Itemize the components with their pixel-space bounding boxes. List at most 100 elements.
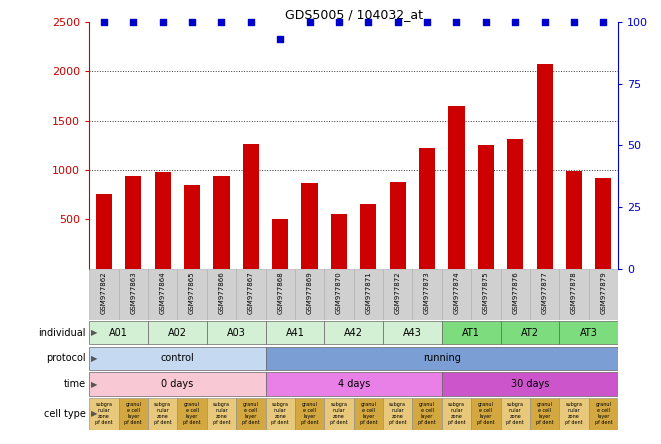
Bar	[207, 321, 266, 344]
Text: running: running	[423, 353, 461, 363]
Bar	[500, 321, 559, 344]
Bar	[360, 203, 376, 269]
Bar	[325, 398, 354, 430]
Bar	[566, 171, 582, 269]
Text: subgra
nular
zone
pf dent: subgra nular zone pf dent	[213, 402, 230, 425]
Text: GSM977870: GSM977870	[336, 271, 342, 314]
Text: granul
e cell
layer
pf dent: granul e cell layer pf dent	[594, 402, 612, 425]
Point	[510, 19, 520, 26]
Bar	[236, 398, 266, 430]
Point	[304, 19, 315, 26]
Point	[187, 19, 198, 26]
Text: A02: A02	[168, 328, 187, 337]
Text: subgra
nular
zone
pf dent: subgra nular zone pf dent	[330, 402, 348, 425]
Bar	[354, 398, 383, 430]
Bar	[448, 106, 465, 269]
Text: A01: A01	[109, 328, 128, 337]
Bar	[155, 172, 171, 269]
Text: AT3: AT3	[580, 328, 598, 337]
Text: GSM977876: GSM977876	[512, 271, 518, 314]
Bar	[589, 398, 618, 430]
Point	[98, 19, 109, 26]
Bar	[500, 398, 530, 430]
Text: A42: A42	[344, 328, 363, 337]
Bar	[442, 321, 500, 344]
Bar	[559, 269, 589, 320]
Text: individual: individual	[38, 328, 86, 337]
Text: 4 days: 4 days	[338, 379, 369, 389]
Text: granul
e cell
layer
pf dent: granul e cell layer pf dent	[124, 402, 142, 425]
Bar	[530, 398, 559, 430]
Text: GSM977871: GSM977871	[366, 271, 371, 314]
Text: ▶: ▶	[91, 328, 97, 337]
Bar	[383, 269, 412, 320]
Bar	[89, 269, 118, 320]
Text: GSM977867: GSM977867	[248, 271, 254, 314]
Bar	[272, 219, 288, 269]
Text: control: control	[161, 353, 194, 363]
Text: AT2: AT2	[521, 328, 539, 337]
Title: GDS5005 / 104032_at: GDS5005 / 104032_at	[285, 8, 422, 21]
Bar	[207, 269, 236, 320]
Bar	[96, 194, 112, 269]
Point	[128, 19, 139, 26]
Bar	[89, 347, 266, 370]
Text: A41: A41	[286, 328, 304, 337]
Bar	[266, 347, 618, 370]
Bar	[559, 398, 589, 430]
Bar	[442, 373, 618, 396]
Text: granul
e cell
layer
pf dent: granul e cell layer pf dent	[418, 402, 436, 425]
Bar	[442, 398, 471, 430]
Text: AT1: AT1	[462, 328, 480, 337]
Bar	[207, 398, 236, 430]
Bar	[148, 269, 177, 320]
Bar	[118, 398, 148, 430]
Point	[157, 19, 168, 26]
Bar	[331, 214, 347, 269]
Text: granul
e cell
layer
pf dent: granul e cell layer pf dent	[536, 402, 553, 425]
Bar	[500, 269, 530, 320]
Text: GSM977872: GSM977872	[395, 271, 401, 314]
Point	[481, 19, 491, 26]
Text: GSM977873: GSM977873	[424, 271, 430, 314]
Text: GSM977864: GSM977864	[160, 271, 166, 314]
Point	[245, 19, 256, 26]
Bar	[419, 148, 435, 269]
Text: 30 days: 30 days	[511, 379, 549, 389]
Bar	[325, 321, 383, 344]
Text: granul
e cell
layer
pf dent: granul e cell layer pf dent	[360, 402, 377, 425]
Point	[275, 36, 286, 43]
Bar	[295, 398, 325, 430]
Text: cell type: cell type	[44, 408, 86, 419]
Text: granul
e cell
layer
pf dent: granul e cell layer pf dent	[301, 402, 319, 425]
Point	[422, 19, 432, 26]
Text: GSM977875: GSM977875	[483, 271, 489, 314]
Text: subgra
nular
zone
pf dent: subgra nular zone pf dent	[447, 402, 465, 425]
Text: GSM977877: GSM977877	[541, 271, 547, 314]
Text: granul
e cell
layer
pf dent: granul e cell layer pf dent	[183, 402, 201, 425]
Bar	[471, 269, 500, 320]
Bar	[471, 398, 500, 430]
Text: time: time	[64, 379, 86, 389]
Point	[568, 19, 579, 26]
Bar	[301, 183, 318, 269]
Text: subgra
nular
zone
pf dent: subgra nular zone pf dent	[95, 402, 113, 425]
Point	[363, 19, 373, 26]
Bar	[478, 146, 494, 269]
Bar	[589, 269, 618, 320]
Bar	[148, 321, 207, 344]
Text: subgra
nular
zone
pf dent: subgra nular zone pf dent	[154, 402, 171, 425]
Bar	[266, 269, 295, 320]
Text: subgra
nular
zone
pf dent: subgra nular zone pf dent	[389, 402, 407, 425]
Text: GSM977874: GSM977874	[453, 271, 459, 314]
Bar	[295, 269, 325, 320]
Bar	[177, 269, 207, 320]
Bar	[89, 373, 266, 396]
Bar	[412, 269, 442, 320]
Point	[598, 19, 609, 26]
Point	[216, 19, 227, 26]
Bar	[530, 269, 559, 320]
Bar	[389, 182, 406, 269]
Bar	[89, 321, 148, 344]
Bar	[214, 176, 229, 269]
